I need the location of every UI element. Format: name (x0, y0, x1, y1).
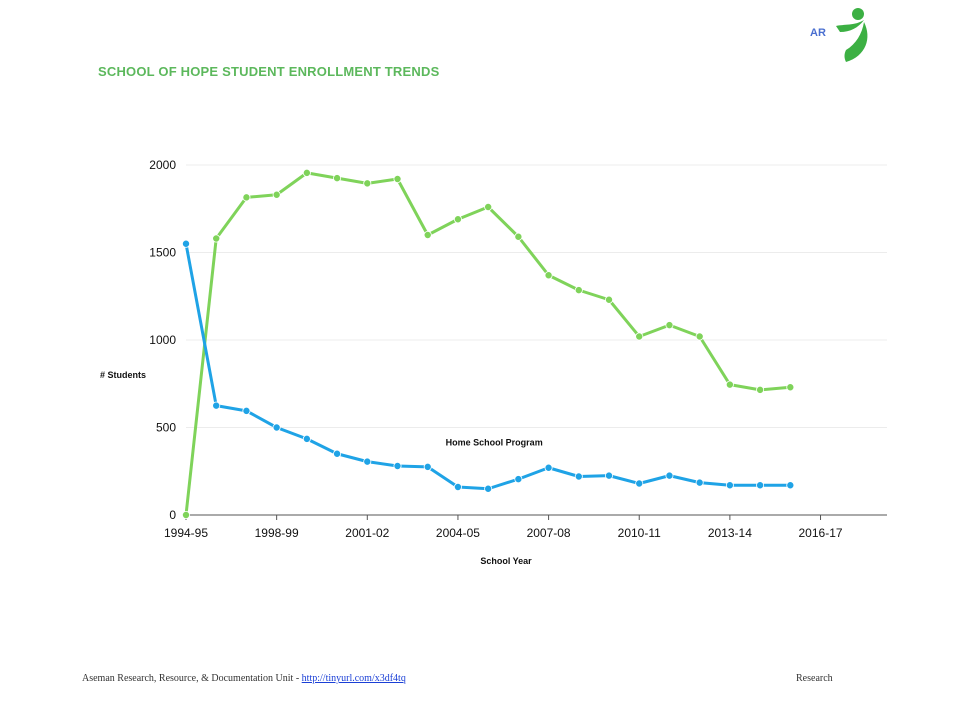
footer-credit-text: Aseman Research, Resource, & Documentati… (82, 673, 302, 684)
y-axis-ticks: 0 500 1000 1500 2000 (149, 158, 176, 522)
data-point (453, 215, 462, 224)
data-point (393, 461, 402, 470)
data-point (302, 168, 311, 177)
x-tick-label: 2001-02 (345, 526, 389, 540)
data-point (272, 190, 281, 199)
data-point (665, 321, 674, 330)
series-line (184, 243, 791, 491)
data-point (333, 174, 342, 183)
data-point (544, 271, 553, 280)
annotations: Home School Program (446, 437, 543, 447)
data-point (574, 286, 583, 295)
x-tick-label: 2010-11 (618, 526, 661, 540)
data-point (514, 475, 523, 484)
data-point (695, 478, 704, 487)
data-point (484, 484, 493, 493)
data-point (605, 295, 614, 304)
y-tick-label: 0 (169, 508, 176, 522)
x-axis-title: School Year (480, 556, 532, 566)
data-point (272, 423, 281, 432)
data-point (665, 471, 674, 480)
data-point (544, 463, 553, 472)
data-point (423, 462, 432, 471)
data-point (181, 239, 190, 248)
data-point (242, 406, 251, 415)
data-point (756, 481, 765, 490)
data-point (756, 385, 765, 394)
series-1 (181, 168, 795, 519)
data-point (363, 457, 372, 466)
x-tick-label: 2013-14 (708, 526, 752, 540)
x-tick-label: 2007-08 (527, 526, 571, 540)
data-point (725, 380, 734, 389)
data-point (423, 230, 432, 239)
y-tick-label: 500 (156, 421, 176, 435)
x-tick-label: 1994-95 (164, 526, 208, 540)
y-tick-label: 1000 (149, 333, 176, 347)
logo-head (852, 8, 864, 20)
data-point (786, 481, 795, 490)
x-tick-label: 2016-17 (799, 526, 843, 540)
data-point (212, 234, 221, 243)
data-point (363, 179, 372, 188)
logo-text: AR (810, 27, 826, 39)
series-2 (181, 239, 795, 493)
data-point (302, 434, 311, 443)
logo-swoosh (844, 22, 868, 62)
data-point (453, 482, 462, 491)
data-point (212, 401, 221, 410)
data-point (484, 202, 493, 211)
data-point (181, 510, 190, 519)
data-point (695, 332, 704, 341)
data-point (635, 332, 644, 341)
line-chart: 0 500 1000 1500 2000 1994-95 1998-99 2001-02 20… (100, 158, 887, 566)
data-point (605, 471, 614, 480)
x-tick-label: 1998-99 (255, 526, 299, 540)
data-point (786, 383, 795, 392)
data-point (514, 232, 523, 241)
data-point (333, 449, 342, 458)
data-point (574, 472, 583, 481)
footer-right-text: Research (796, 673, 833, 684)
x-tick-label: 2004-05 (436, 526, 480, 540)
data-point (725, 481, 734, 490)
x-axis: 1994-95 1998-99 2001-02 2004-05 2007-08 2010-… (164, 514, 887, 540)
series-annotation: Home School Program (446, 437, 543, 447)
data-point (242, 193, 251, 202)
series-line (184, 171, 791, 516)
footer-link[interactable]: http://tinyurl.com/x3df4tq (301, 673, 406, 684)
series-group (181, 168, 795, 519)
y-axis-title: # Students (100, 370, 146, 380)
logo-arm (836, 20, 864, 32)
y-tick-label: 2000 (149, 158, 176, 172)
chart-title: SCHOOL OF HOPE STUDENT ENROLLMENT TRENDS (98, 64, 440, 79)
data-point (635, 479, 644, 488)
org-logo: AR (806, 4, 876, 66)
grid-lines (186, 164, 887, 428)
data-point (393, 174, 402, 183)
footer-credit: Aseman Research, Resource, & Documentati… (82, 673, 406, 684)
y-tick-label: 1500 (149, 246, 176, 260)
